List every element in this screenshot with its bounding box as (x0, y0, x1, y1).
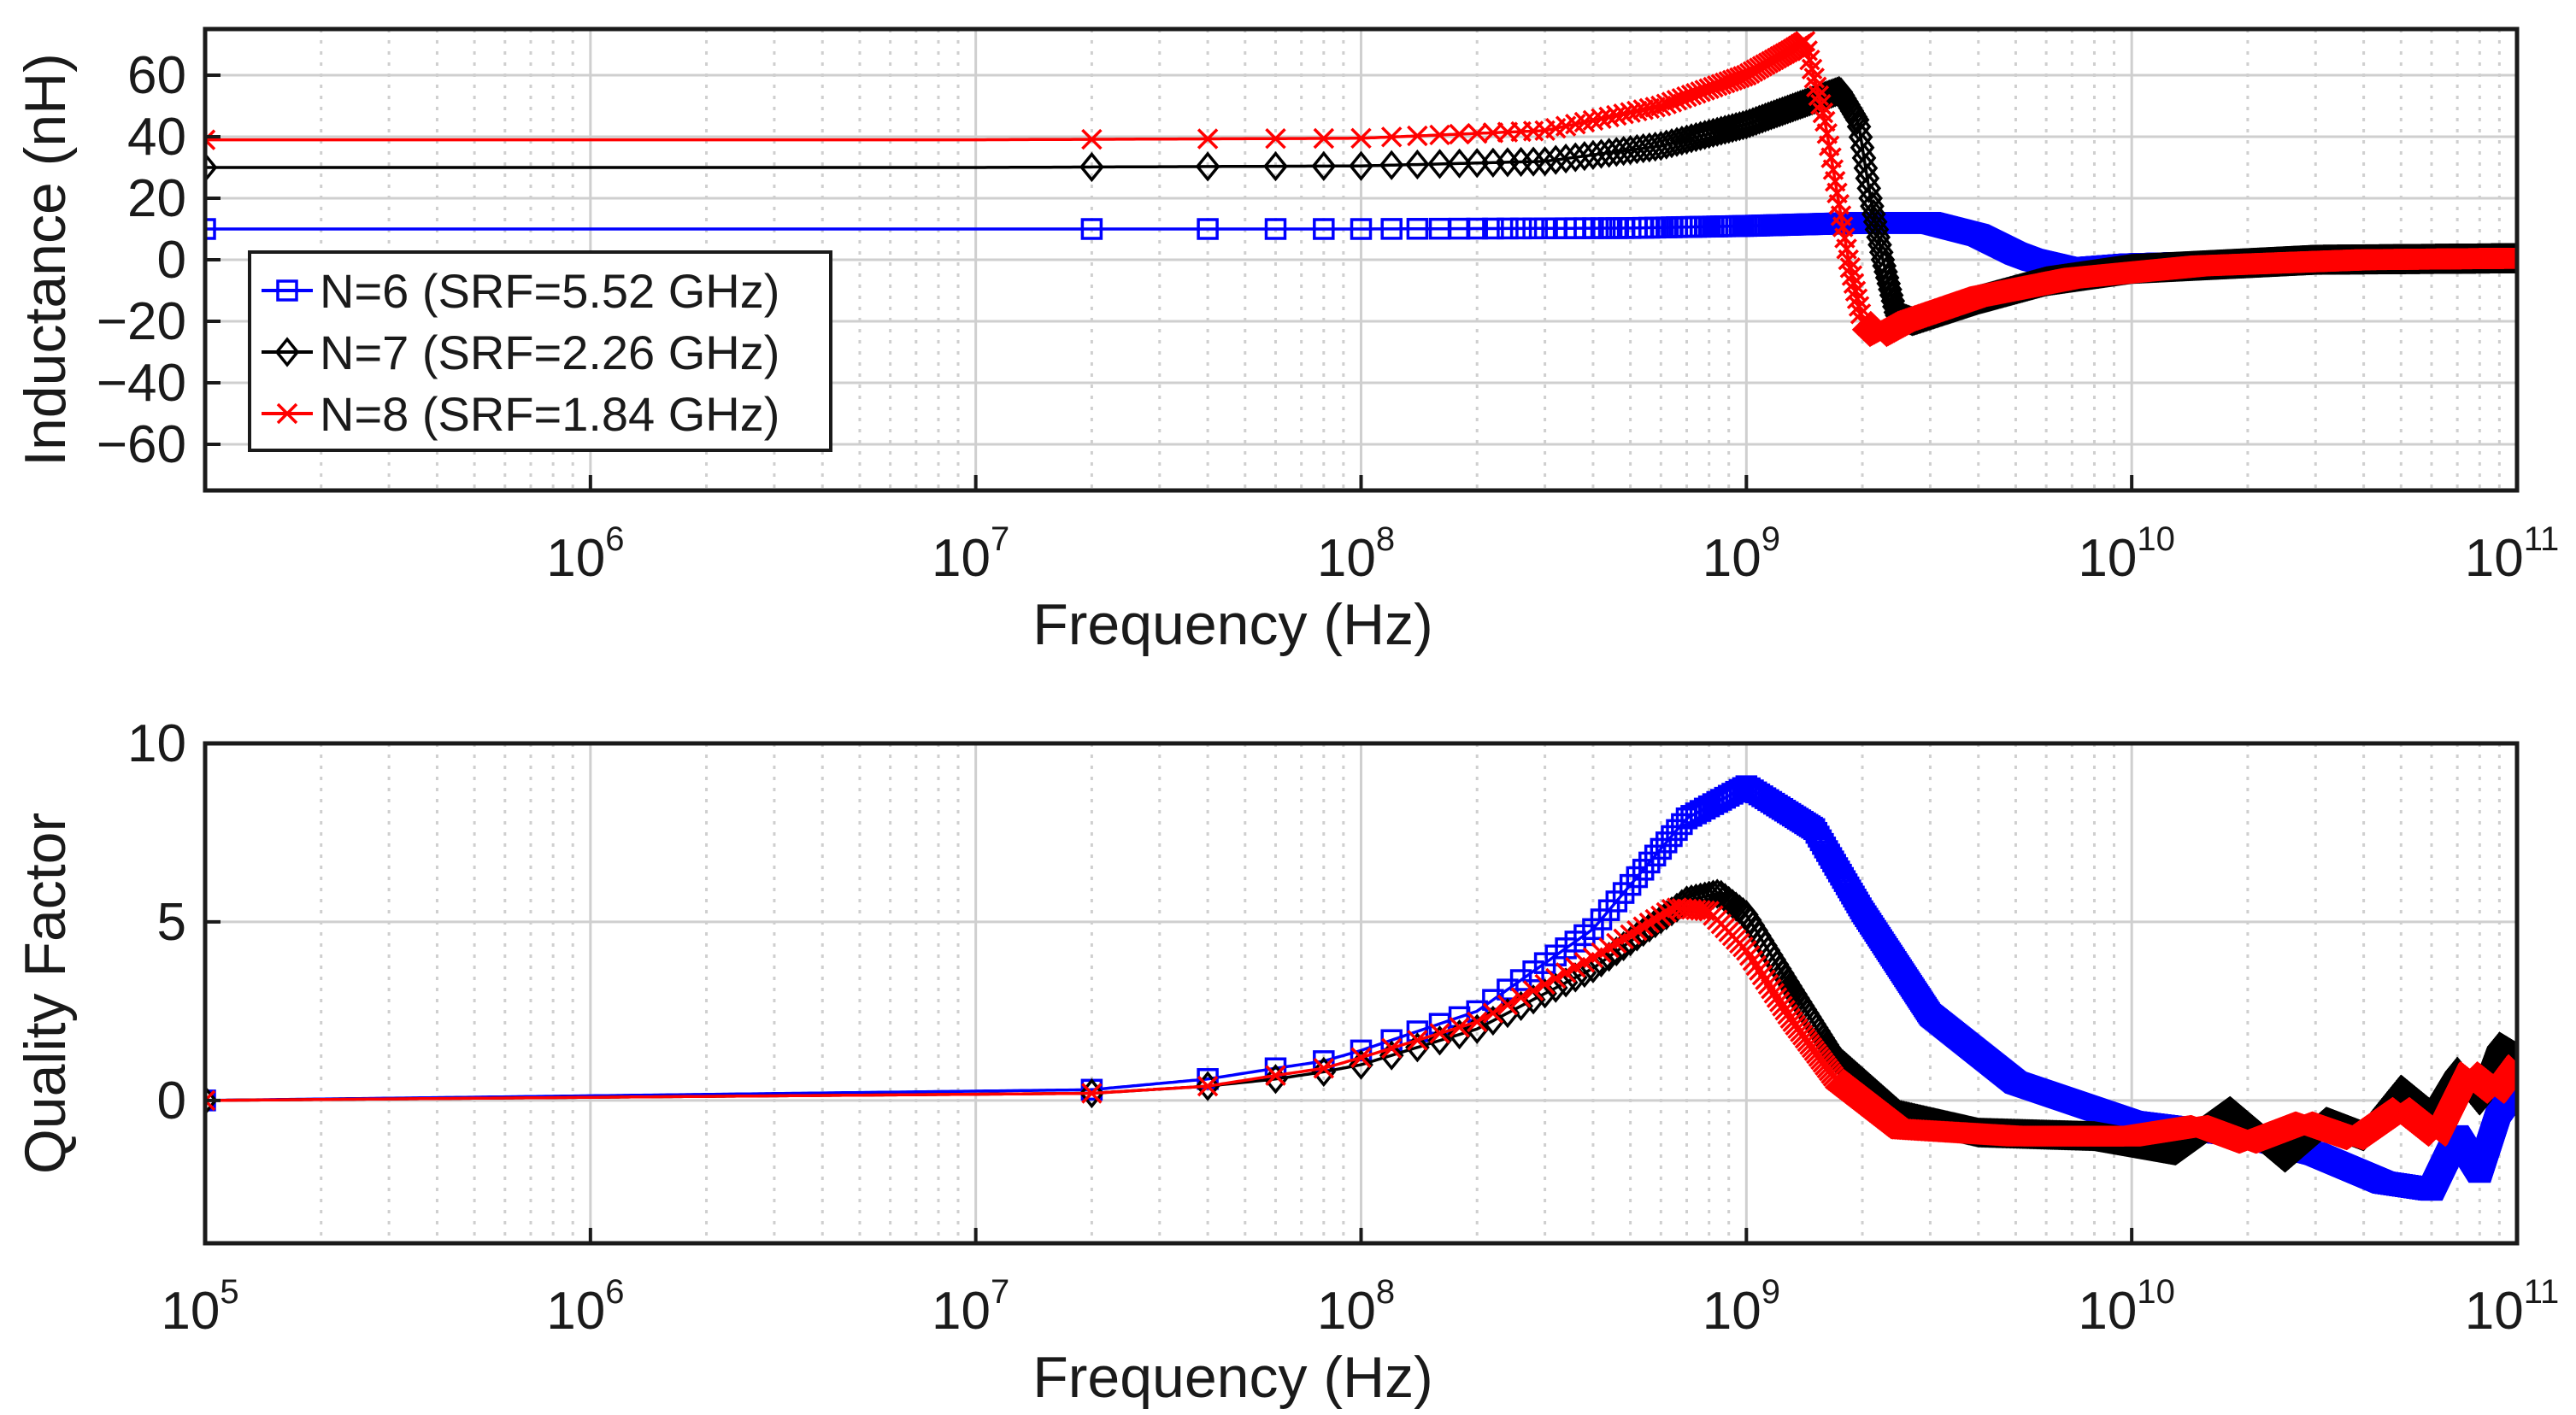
data-point (1264, 218, 1287, 240)
data-point (1313, 218, 1335, 240)
data-point (1466, 217, 1488, 240)
data-point (1197, 218, 1219, 240)
data-point (1350, 218, 1373, 240)
data-point (1497, 217, 1519, 240)
data-point (1406, 218, 1429, 240)
data-point (1522, 217, 1544, 240)
data-point (1482, 217, 1504, 240)
data-point (1080, 218, 1103, 240)
data-point (1380, 218, 1403, 240)
data-point (205, 218, 216, 240)
series-group (205, 31, 2517, 348)
data-point (1509, 217, 1532, 240)
